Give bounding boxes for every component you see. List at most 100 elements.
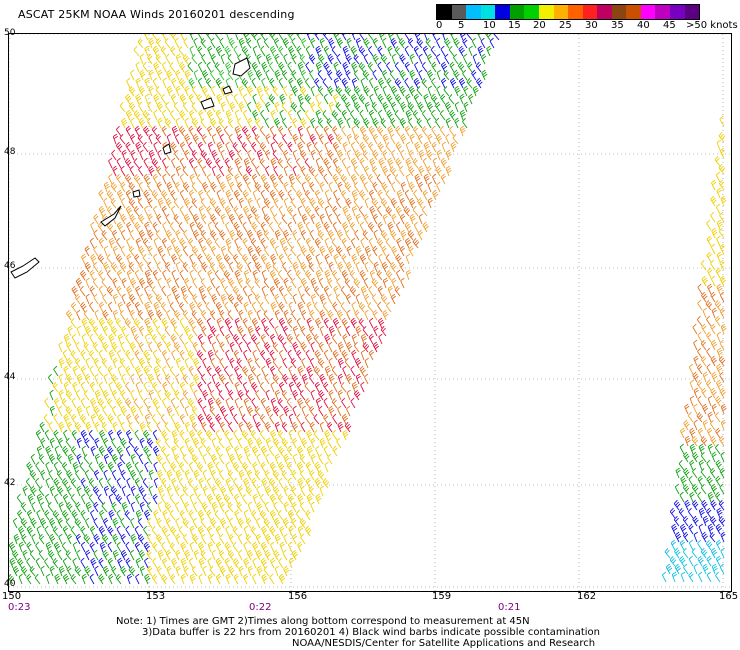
wind-barb	[74, 421, 82, 433]
wind-barb	[278, 253, 284, 265]
wind-barb	[129, 549, 135, 561]
wind-barb	[84, 325, 92, 337]
wind-barb	[58, 341, 63, 353]
wind-barb	[121, 149, 127, 161]
wind-barb	[394, 77, 402, 89]
wind-barb	[358, 45, 366, 57]
wind-barb	[220, 485, 227, 497]
wind-barb	[314, 349, 321, 361]
wind-barb	[175, 69, 181, 81]
wind-barb	[17, 509, 23, 521]
wind-barb	[377, 109, 383, 121]
wind-barb	[372, 53, 379, 65]
wind-barb	[206, 125, 213, 137]
wind-barb	[296, 237, 302, 249]
wind-barb	[363, 293, 370, 305]
wind-barb	[281, 421, 288, 433]
wind-barb	[191, 310, 198, 321]
wind-barb	[318, 165, 325, 177]
wind-barb	[300, 325, 306, 337]
wind-barb	[273, 501, 279, 513]
wind-barb	[342, 45, 349, 57]
wind-barb	[247, 69, 254, 81]
wind-barb	[286, 461, 293, 473]
wind-barb	[120, 405, 127, 417]
wind-barb	[251, 77, 257, 89]
wind-barb	[161, 189, 168, 201]
wind-barb	[232, 557, 240, 569]
wind-barb	[718, 515, 726, 527]
wind-barb	[380, 53, 388, 65]
wind-barb	[440, 61, 448, 73]
wind-barb	[250, 365, 257, 377]
wind-barb	[268, 94, 276, 105]
wind-barb	[214, 237, 221, 249]
wind-barb	[256, 501, 263, 513]
wind-barb	[120, 341, 126, 353]
wind-barb	[99, 429, 106, 441]
wind-barb	[173, 197, 180, 209]
wind-barb	[161, 557, 168, 569]
wind-barb	[161, 317, 168, 329]
wind-barb	[63, 413, 70, 425]
wind-barb	[84, 485, 91, 497]
wind-barb	[720, 451, 725, 463]
wind-barb	[233, 429, 239, 441]
wind-barb	[418, 69, 423, 81]
wind-barb	[363, 181, 369, 193]
wind-barb	[191, 565, 198, 577]
wind-barb	[53, 365, 59, 377]
wind-barb	[161, 397, 167, 409]
wind-barb	[72, 381, 78, 393]
wind-barb	[308, 485, 315, 497]
wind-barb	[119, 357, 126, 369]
wind-barb	[353, 133, 360, 145]
wind-barb	[138, 101, 144, 113]
wind-barb	[390, 101, 397, 113]
wind-barb	[332, 221, 338, 233]
wind-barb	[272, 86, 279, 97]
wind-barb	[182, 389, 189, 401]
wind-barb	[282, 133, 288, 145]
wind-barb	[201, 85, 208, 97]
wind-barb	[165, 453, 171, 465]
wind-barb	[459, 109, 466, 121]
wind-barb	[254, 261, 262, 273]
wind-barb	[36, 493, 43, 505]
wind-barb	[146, 277, 154, 289]
wind-barb	[349, 221, 356, 233]
wind-barb	[417, 197, 424, 209]
wind-barb	[274, 533, 281, 545]
wind-barb	[58, 565, 65, 577]
wind-barb	[405, 157, 412, 169]
wind-barb	[116, 525, 122, 537]
wind-barb	[198, 445, 203, 457]
wind-barb	[264, 341, 271, 353]
wind-barb	[102, 405, 108, 417]
wind-barb	[252, 493, 258, 505]
wind-barb	[404, 77, 410, 89]
wind-barb	[309, 197, 316, 209]
wind-barb	[336, 53, 342, 65]
wind-barb	[201, 245, 207, 257]
wind-barb	[250, 34, 258, 41]
colorbar-swatch	[553, 5, 569, 19]
wind-barb	[121, 373, 126, 385]
wind-barb	[360, 381, 365, 393]
wind-barb	[354, 357, 362, 369]
wind-barb	[237, 325, 244, 337]
wind-barb	[235, 34, 239, 41]
wind-barb	[390, 117, 396, 129]
wind-barb	[314, 381, 320, 393]
colorbar-swatch	[509, 5, 525, 19]
wind-barb	[179, 413, 185, 425]
wind-barb	[102, 565, 110, 577]
wind-barb	[701, 531, 708, 543]
wind-barb	[242, 189, 249, 201]
wind-barb	[323, 349, 329, 361]
wind-barb	[443, 70, 450, 81]
wind-barb	[306, 125, 311, 137]
wind-barb	[242, 317, 248, 329]
wind-barb	[224, 541, 231, 553]
wind-barb	[108, 493, 114, 505]
